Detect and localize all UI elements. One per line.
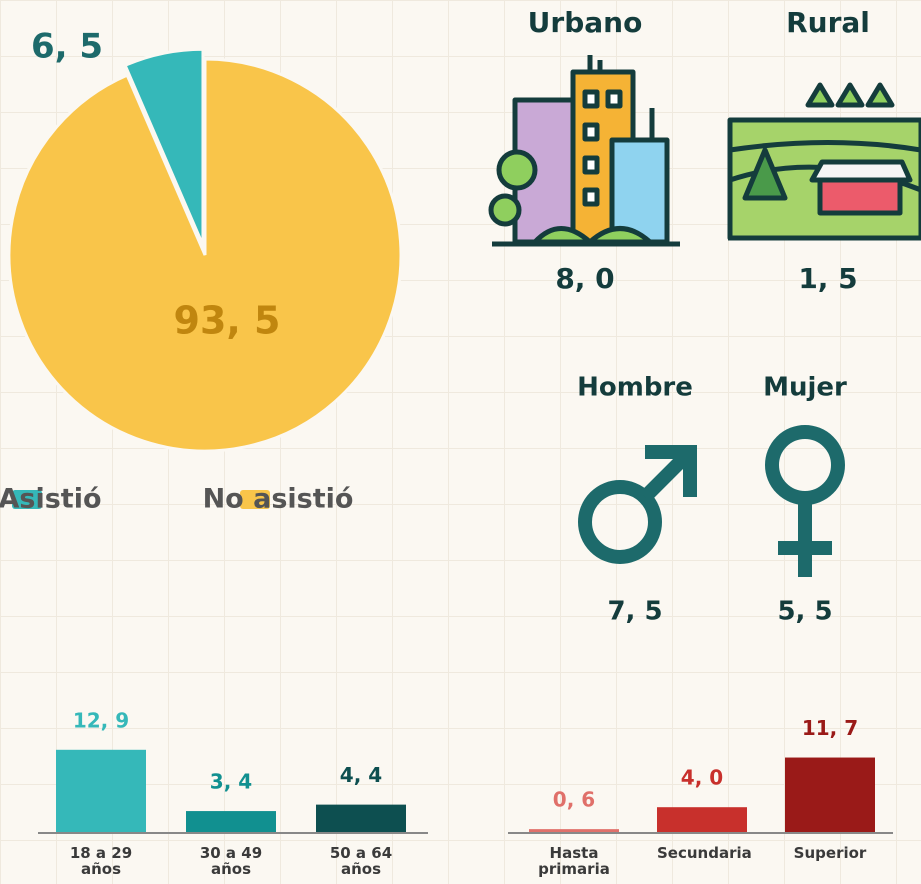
category-label: Urbano bbox=[528, 6, 643, 39]
bar-value-label: 0, 6 bbox=[553, 788, 595, 812]
rural-icon bbox=[727, 82, 921, 241]
pie-slice bbox=[7, 57, 403, 453]
category-text: 18 a 29 años bbox=[69, 845, 133, 878]
x-tick-label: Superior bbox=[793, 845, 867, 862]
bar bbox=[529, 829, 619, 833]
value-label: 5, 5 bbox=[777, 597, 832, 627]
value-label: 1, 5 bbox=[798, 262, 857, 295]
bar-value-label: 4, 0 bbox=[681, 766, 723, 790]
value-label: 8, 0 bbox=[555, 262, 614, 295]
x-tick-label: 30 a 49 años bbox=[199, 845, 263, 878]
category-text: Secundaria bbox=[657, 845, 752, 862]
category-text: Hasta primaria bbox=[538, 845, 610, 878]
category-text: Superior bbox=[793, 845, 867, 862]
male-icon bbox=[578, 445, 697, 564]
bar-value-label: 4, 4 bbox=[340, 763, 382, 787]
x-tick-label: Hasta primaria bbox=[538, 845, 610, 878]
x-tick-label: 50 a 64 años bbox=[329, 845, 393, 878]
legend-label: No asistió bbox=[203, 484, 354, 515]
bar-value-label: 3, 4 bbox=[210, 770, 252, 794]
bar bbox=[316, 804, 406, 833]
category-text: 30 a 49 años bbox=[199, 845, 263, 878]
legend-swatch bbox=[240, 490, 270, 509]
x-tick-label: Secundaria bbox=[657, 845, 752, 862]
bar bbox=[785, 757, 875, 833]
bar-value-label: 12, 9 bbox=[73, 708, 129, 732]
x-tick-label: 18 a 29 años bbox=[69, 845, 133, 878]
bar bbox=[56, 749, 146, 833]
value-label: 7, 5 bbox=[607, 597, 662, 627]
pie-slice bbox=[123, 47, 205, 246]
category-label: Rural bbox=[786, 6, 870, 39]
category-label: Mujer bbox=[763, 373, 847, 403]
slice-label: 6, 5 bbox=[31, 27, 103, 67]
female-icon bbox=[765, 425, 845, 577]
bar-value-label: 11, 7 bbox=[802, 716, 858, 740]
legend-swatch bbox=[12, 490, 42, 509]
legend-label: Asistió bbox=[0, 484, 102, 515]
slice-label: 93, 5 bbox=[174, 299, 281, 343]
urban-icon bbox=[488, 55, 680, 247]
bar bbox=[657, 807, 747, 833]
category-label: Hombre bbox=[577, 373, 693, 403]
bar bbox=[186, 811, 276, 833]
category-text: 50 a 64 años bbox=[329, 845, 393, 878]
